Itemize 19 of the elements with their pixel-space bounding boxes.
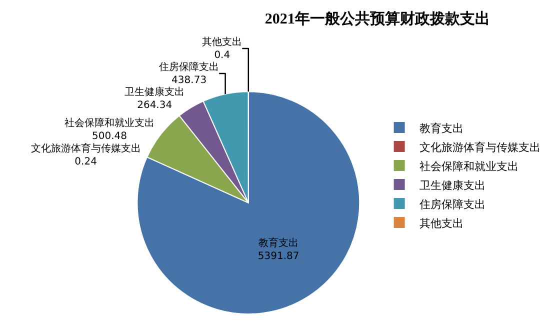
slice-label: 教育支出 (258, 237, 299, 250)
data-label: 264.34 (137, 100, 172, 112)
legend-label: 教育支出 (419, 122, 464, 135)
legend-label: 社会保障和就业支出 (419, 160, 518, 173)
slice-label: 住房保障支出 (159, 61, 220, 74)
slice-label: 社会保障和就业支出 (64, 117, 154, 130)
data-label: 0.24 (74, 156, 97, 168)
legend-label: 卫生健康支出 (419, 178, 486, 192)
data-label: 438.73 (172, 75, 207, 86)
chart-title: 2021年一般公共预算财政拨款支出 (264, 10, 490, 28)
slice-label: 卫生健康支出 (124, 86, 185, 98)
legend-label: 其他支出 (419, 216, 464, 230)
data-label: 5391.87 (258, 251, 300, 262)
legend-label: 住房保障支出 (419, 198, 486, 211)
data-label: 0.4 (214, 50, 230, 62)
slice-label: 其他支出 (202, 36, 242, 48)
data-label: 500.48 (92, 131, 127, 142)
slice-label: 文化旅游体育与传媒支出 (30, 142, 141, 154)
legend-label: 文化旅游体育与传媒支出 (419, 140, 540, 154)
